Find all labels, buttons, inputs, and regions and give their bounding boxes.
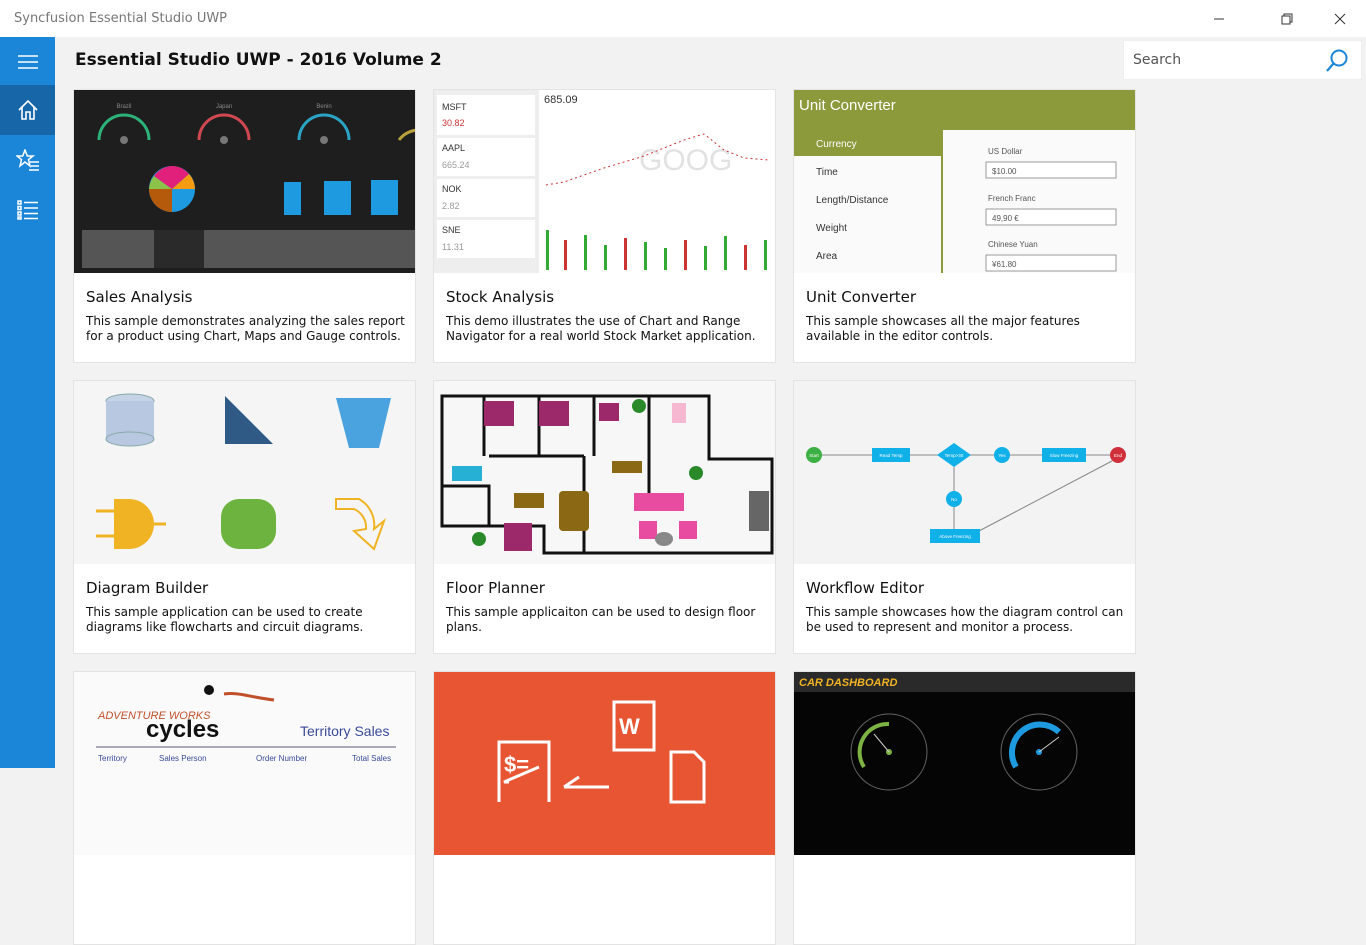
unit-converter-thumbnail: Unit Converter Currency Time Length/Dist… (794, 90, 1135, 273)
hamburger-icon (17, 55, 38, 69)
sidebar-item-favorites[interactable] (0, 135, 55, 185)
svg-text:US Dollar: US Dollar (988, 147, 1023, 156)
sample-card-floor-planner[interactable]: Floor Planner This sample applicaiton ca… (433, 380, 776, 654)
svg-text:Benin: Benin (316, 104, 331, 110)
svg-text:Territory Sales: Territory Sales (300, 723, 389, 739)
svg-text:Japan: Japan (216, 104, 232, 110)
card-title: Sales Analysis (86, 288, 193, 306)
close-button[interactable] (1317, 0, 1363, 37)
svg-text:Brazil: Brazil (116, 104, 131, 110)
svg-text:AAPL: AAPL (442, 143, 465, 153)
card-title: Unit Converter (806, 288, 917, 306)
file-formats-thumbnail: W $= (434, 672, 775, 855)
sample-card-sales-analysis[interactable]: Brazil Japan Benin Sales Analysis This s… (73, 89, 416, 363)
card-description: This sample demonstrates analyzing the s… (86, 314, 405, 343)
diagram-builder-thumbnail (74, 381, 415, 564)
car-dashboard-thumbnail: CAR DASHBOARD (794, 672, 1135, 855)
svg-text:NOK: NOK (442, 184, 462, 194)
sample-card-diagram-builder[interactable]: Diagram Builder This sample application … (73, 380, 416, 654)
sample-card-stock-analysis[interactable]: MSFT 30.82 AAPL 665.24 NOK 2.82 SNE 11.31 68… (433, 89, 776, 363)
title-bar: Syncfusion Essential Studio UWP (0, 0, 1366, 37)
sample-card-unit-converter[interactable]: Unit Converter Currency Time Length/Dist… (793, 89, 1136, 363)
svg-text:Read Temp: Read Temp (880, 453, 903, 458)
svg-text:End: End (1114, 453, 1123, 458)
minimize-icon (1214, 18, 1224, 19)
svg-text:GOOG: GOOG (639, 144, 732, 177)
card-description: This demo illustrates the use of Chart a… (446, 314, 756, 343)
page-title: Essential Studio UWP - 2016 Volume 2 (75, 50, 442, 70)
card-description: This sample application can be used to c… (86, 605, 364, 634)
svg-text:ADVENTURE WORKS: ADVENTURE WORKS (97, 710, 211, 722)
svg-text:MSFT: MSFT (442, 102, 467, 112)
sidebar-item-list[interactable] (0, 185, 55, 235)
close-icon (1334, 13, 1346, 24)
svg-text:Slow Freezing: Slow Freezing (1050, 453, 1079, 458)
svg-text:Area: Area (816, 251, 838, 262)
svg-text:W: W (619, 714, 640, 739)
minimize-button[interactable] (1196, 0, 1242, 37)
svg-text:Chinese Yuan: Chinese Yuan (988, 240, 1038, 249)
svg-text:30.82: 30.82 (442, 118, 465, 128)
svg-text:Sales Person: Sales Person (159, 754, 207, 763)
sidebar (0, 37, 55, 768)
search-input[interactable] (1124, 41, 1314, 79)
card-title: Stock Analysis (446, 288, 555, 306)
card-title: Workflow Editor (806, 579, 925, 597)
svg-text:11.31: 11.31 (442, 242, 464, 252)
restore-button[interactable] (1264, 0, 1310, 37)
svg-text:Length/Distance: Length/Distance (816, 195, 889, 206)
card-description: This sample showcases all the major feat… (806, 314, 1080, 343)
svg-text:No: No (951, 497, 957, 502)
list-icon (16, 200, 38, 220)
card-description: This sample applicaiton can be used to d… (446, 605, 756, 634)
sample-card-territory-sales[interactable]: ADVENTURE WORKS cycles Territory Sales T… (73, 671, 416, 945)
svg-text:¥61.80: ¥61.80 (991, 260, 1017, 269)
svg-text:French Franc: French Franc (988, 194, 1036, 203)
workflow-editor-thumbnail: Start Read Temp Temp>30 Yes Slow Freezin… (794, 381, 1135, 564)
floor-planner-thumbnail (434, 381, 775, 564)
svg-text:Currency: Currency (816, 139, 857, 150)
svg-text:$=: $= (504, 752, 529, 777)
svg-text:Order Number: Order Number (256, 754, 307, 763)
svg-text:$10.00: $10.00 (992, 167, 1017, 176)
svg-text:49,90 €: 49,90 € (992, 214, 1019, 223)
sales-analysis-thumbnail: Brazil Japan Benin (74, 90, 415, 273)
home-icon (17, 99, 38, 120)
svg-text:665.24: 665.24 (442, 160, 470, 170)
card-title: Diagram Builder (86, 579, 209, 597)
card-description: This sample showcases how the diagram co… (806, 605, 1124, 634)
sidebar-item-home[interactable] (0, 85, 55, 135)
restore-icon (1281, 13, 1293, 24)
svg-text:Temp>30: Temp>30 (945, 453, 964, 458)
svg-text:Total Sales: Total Sales (352, 754, 391, 763)
svg-text:685.09: 685.09 (544, 94, 578, 106)
app-title: Syncfusion Essential Studio UWP (14, 11, 228, 26)
search-icon[interactable] (1325, 49, 1349, 73)
hamburger-button[interactable] (0, 37, 55, 87)
favorites-icon (15, 149, 39, 171)
svg-text:Above Freezing: Above Freezing (939, 534, 971, 539)
svg-text:Time: Time (816, 167, 838, 178)
sample-card-file-formats[interactable]: W $= (433, 671, 776, 945)
svg-text:cycles: cycles (146, 716, 219, 743)
svg-text:SNE: SNE (442, 225, 461, 235)
svg-text:Unit Converter: Unit Converter (799, 97, 896, 114)
territory-sales-thumbnail: ADVENTURE WORKS cycles Territory Sales T… (74, 672, 415, 855)
sample-card-workflow-editor[interactable]: Start Read Temp Temp>30 Yes Slow Freezin… (793, 380, 1136, 654)
svg-text:Start: Start (809, 453, 819, 458)
stock-analysis-thumbnail: MSFT 30.82 AAPL 665.24 NOK 2.82 SNE 11.31 68… (434, 90, 775, 273)
svg-text:Weight: Weight (816, 223, 847, 234)
sample-card-car-dashboard[interactable]: CAR DASHBOARD (793, 671, 1136, 945)
card-title: Floor Planner (446, 579, 545, 597)
svg-text:2.82: 2.82 (442, 201, 460, 211)
svg-text:CAR DASHBOARD: CAR DASHBOARD (799, 677, 897, 689)
svg-text:Territory: Territory (98, 754, 127, 763)
svg-text:Yes: Yes (998, 453, 1006, 458)
search-box[interactable] (1123, 40, 1362, 80)
